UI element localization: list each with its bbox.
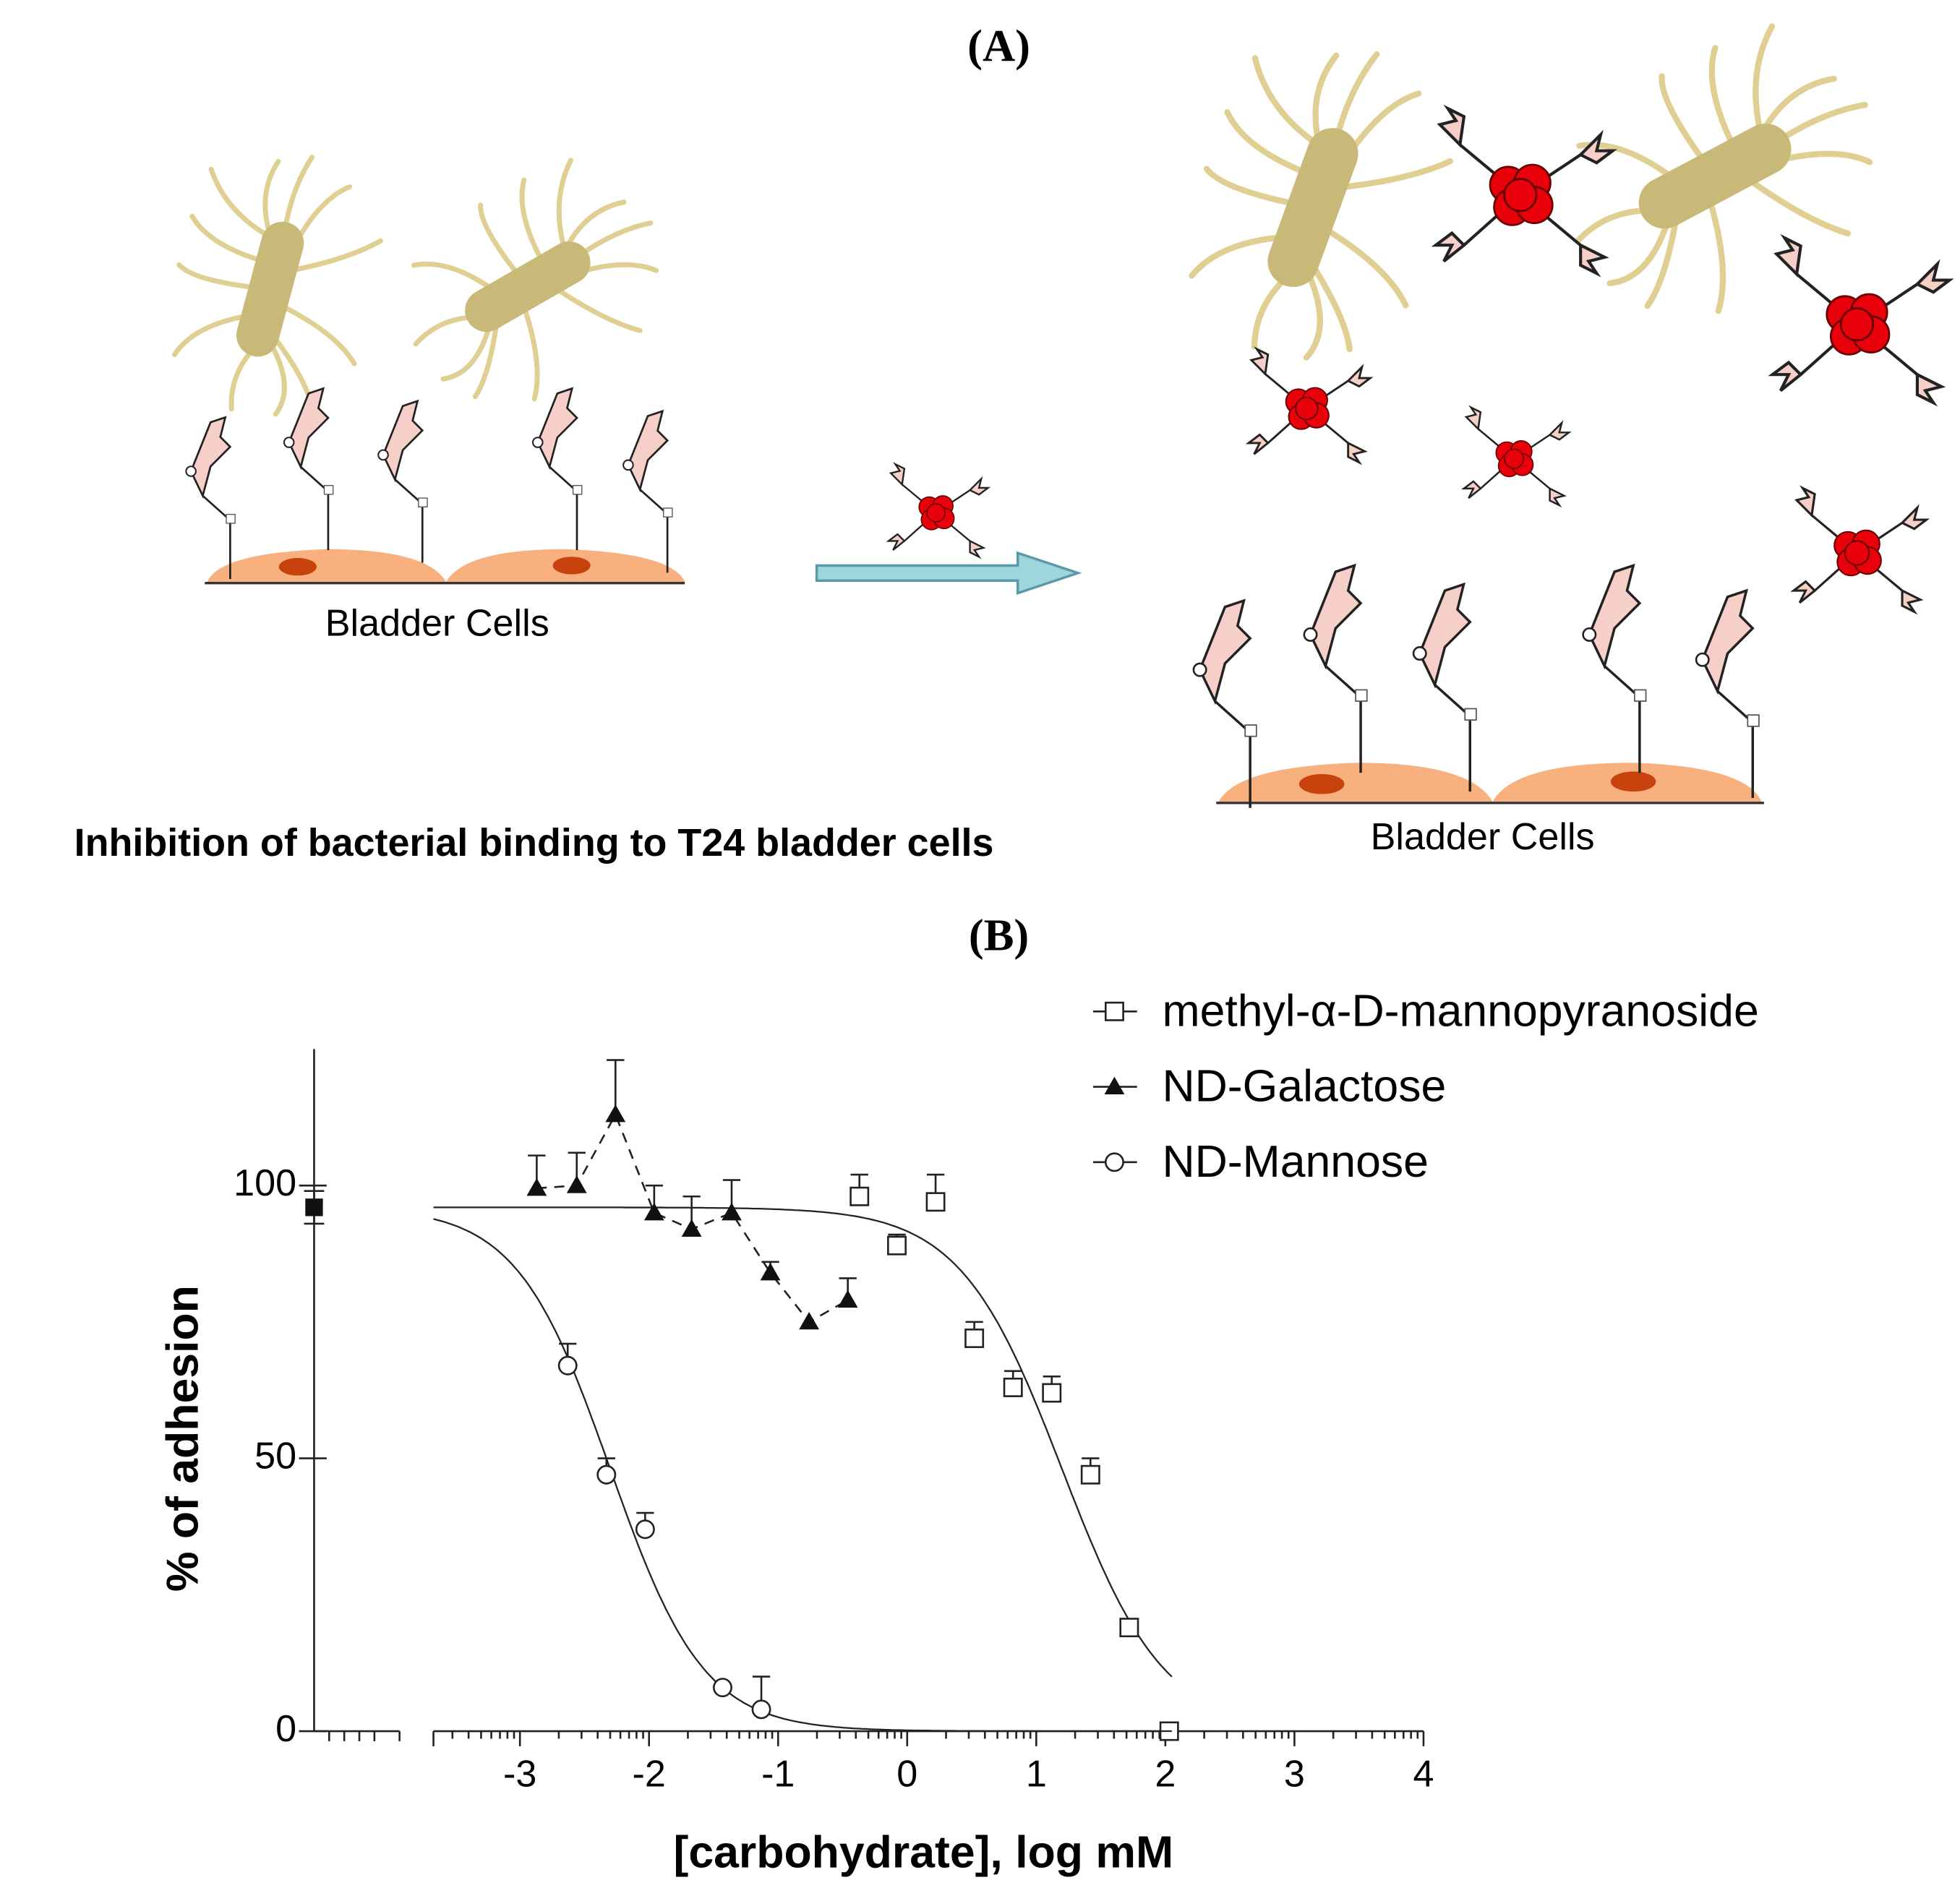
legend-label: ND-Galactose [1162, 1061, 1446, 1112]
x-tick-label: 3 [1284, 1753, 1305, 1795]
cells [205, 549, 685, 585]
legend-label: ND-Mannose [1162, 1136, 1428, 1187]
marker [605, 1104, 626, 1123]
marker [837, 1289, 858, 1308]
marker [760, 1263, 781, 1281]
x-tick-label: 0 [896, 1753, 917, 1795]
marker [526, 1178, 547, 1196]
x-tick-label: -1 [761, 1753, 795, 1795]
x-axis-label: [carbohydrate], log mM [674, 1827, 1174, 1878]
panel-label: (A) [967, 20, 1030, 71]
legend-label: methyl-α-D-mannopyranoside [1162, 985, 1758, 1036]
marker [722, 1202, 742, 1221]
receptors [185, 387, 674, 580]
marker [887, 1235, 907, 1256]
control-point [305, 1198, 323, 1216]
marker [1080, 1464, 1100, 1485]
marker [1119, 1618, 1139, 1638]
marker [566, 1175, 587, 1193]
marker [925, 1192, 946, 1212]
marker [557, 1355, 578, 1376]
cells [1216, 763, 1764, 804]
marker [713, 1678, 732, 1698]
caption: Inhibition of bacterial binding to T24 b… [74, 821, 994, 864]
fit-curve [433, 1206, 1173, 1678]
marker [1104, 1076, 1125, 1094]
fit-curve [433, 1218, 1172, 1733]
bacteria [147, 132, 698, 437]
y-tick-label: 0 [275, 1708, 296, 1750]
y-axis-label: % of adhesion [158, 1285, 208, 1592]
x-tick-label: -3 [503, 1753, 536, 1795]
marker [1104, 1152, 1124, 1172]
marker [799, 1311, 820, 1330]
y-tick-label: 100 [234, 1162, 296, 1204]
cell-label: Bladder Cells [1371, 816, 1595, 858]
x-tick-label: 1 [1026, 1753, 1047, 1795]
x-tick-label: -2 [633, 1753, 666, 1795]
marker [681, 1219, 702, 1237]
marker [1104, 1001, 1124, 1021]
marker [850, 1186, 870, 1206]
marker [964, 1329, 985, 1348]
chart: 0 50 100 -3 -2 -1 0 1 2 3 4 [carbohydrate], log mM%… [158, 985, 1759, 1877]
marker [1042, 1383, 1062, 1403]
marker [751, 1699, 771, 1720]
marker [596, 1464, 617, 1485]
marker [635, 1519, 655, 1540]
panel-label: (B) [969, 910, 1029, 961]
marker [1003, 1377, 1023, 1397]
x-tick-label: 2 [1155, 1753, 1176, 1795]
cell-label: Bladder Cells [325, 603, 549, 645]
marker [643, 1202, 664, 1221]
arrow [815, 463, 1082, 596]
y-tick-label: 50 [254, 1435, 296, 1477]
x-tick-label: 4 [1413, 1753, 1434, 1795]
